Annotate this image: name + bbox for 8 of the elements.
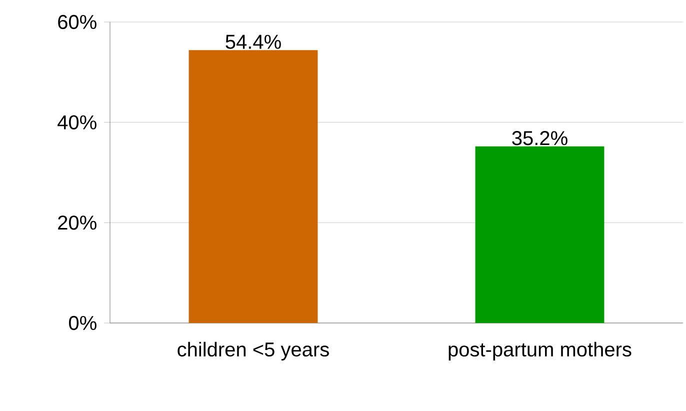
data-label: 54.4%	[226, 34, 281, 49]
y-tick-label: 60%	[58, 14, 96, 30]
x-tick-label: children <5 years	[178, 342, 329, 361]
data-label: 35.2%	[512, 131, 568, 146]
y-tick-label: 20%	[58, 216, 96, 230]
y-tick-label: 40%	[58, 115, 96, 130]
x-tick-label: post-partum mothers	[448, 342, 632, 361]
y-tick-label: 0%	[69, 316, 96, 330]
